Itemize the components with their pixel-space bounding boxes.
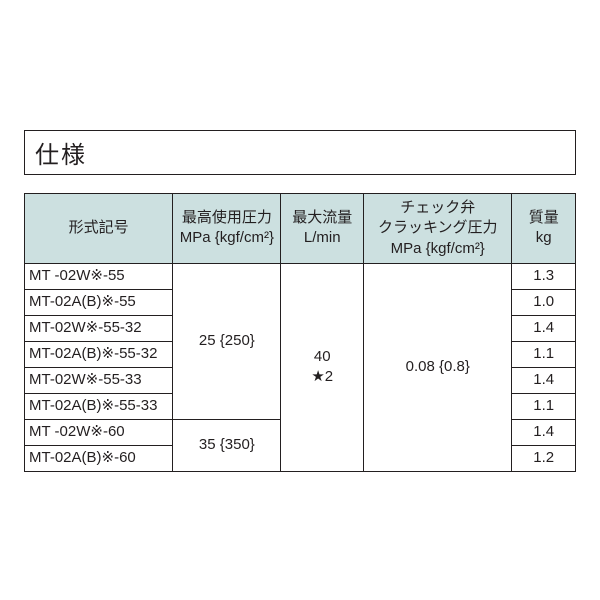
crack-cell: 0.08 {0.8} [364, 263, 512, 471]
flow-value-line2: ★2 [281, 367, 363, 387]
col-header-crack-line2: クラッキング圧力 [364, 218, 511, 238]
col-header-flow: 最大流量 L/min [281, 194, 364, 264]
mass-cell: 1.2 [512, 445, 576, 471]
model-cell: MT-02A(B)※-55 [25, 289, 173, 315]
mass-cell: 1.1 [512, 341, 576, 367]
model-cell: MT-02W※-55-33 [25, 367, 173, 393]
col-header-mass: 質量 kg [512, 194, 576, 264]
mass-cell: 1.4 [512, 367, 576, 393]
table-header-row: 形式記号 最高使用圧力 MPa {kgf/cm²} 最大流量 L/min チェッ… [25, 194, 576, 264]
flow-value-line1: 40 [281, 347, 363, 367]
spec-table: 形式記号 最高使用圧力 MPa {kgf/cm²} 最大流量 L/min チェッ… [24, 193, 576, 472]
col-header-pressure-line2: MPa {kgf/cm²} [173, 228, 280, 248]
model-cell: MT-02A(B)※-55-32 [25, 341, 173, 367]
model-cell: MT-02A(B)※-55-33 [25, 393, 173, 419]
model-cell: MT -02W※-60 [25, 419, 173, 445]
col-header-pressure: 最高使用圧力 MPa {kgf/cm²} [173, 194, 281, 264]
col-header-pressure-line1: 最高使用圧力 [173, 208, 280, 228]
col-header-crack: チェック弁 クラッキング圧力 MPa {kgf/cm²} [364, 194, 512, 264]
mass-cell: 1.4 [512, 419, 576, 445]
col-header-flow-line1: 最大流量 [281, 208, 363, 228]
mass-cell: 1.3 [512, 263, 576, 289]
model-cell: MT-02W※-55-32 [25, 315, 173, 341]
col-header-flow-line2: L/min [281, 228, 363, 248]
col-header-model: 形式記号 [25, 194, 173, 264]
mass-cell: 1.4 [512, 315, 576, 341]
pressure-cell-group1: 25 {250} [173, 263, 281, 419]
flow-cell: 40 ★2 [281, 263, 364, 471]
section-title: 仕様 [24, 130, 576, 175]
mass-cell: 1.1 [512, 393, 576, 419]
pressure-cell-group2: 35 {350} [173, 419, 281, 471]
table-row: MT -02W※-55 25 {250} 40 ★2 0.08 {0.8} 1.… [25, 263, 576, 289]
col-header-crack-line3: MPa {kgf/cm²} [364, 239, 511, 259]
mass-cell: 1.0 [512, 289, 576, 315]
col-header-mass-line1: 質量 [512, 208, 575, 228]
model-cell: MT-02A(B)※-60 [25, 445, 173, 471]
col-header-crack-line1: チェック弁 [364, 198, 511, 218]
spec-section: 仕様 形式記号 最高使用圧力 MPa {kgf/cm²} 最大流量 L/min … [24, 130, 576, 472]
col-header-mass-line2: kg [512, 228, 575, 248]
model-cell: MT -02W※-55 [25, 263, 173, 289]
